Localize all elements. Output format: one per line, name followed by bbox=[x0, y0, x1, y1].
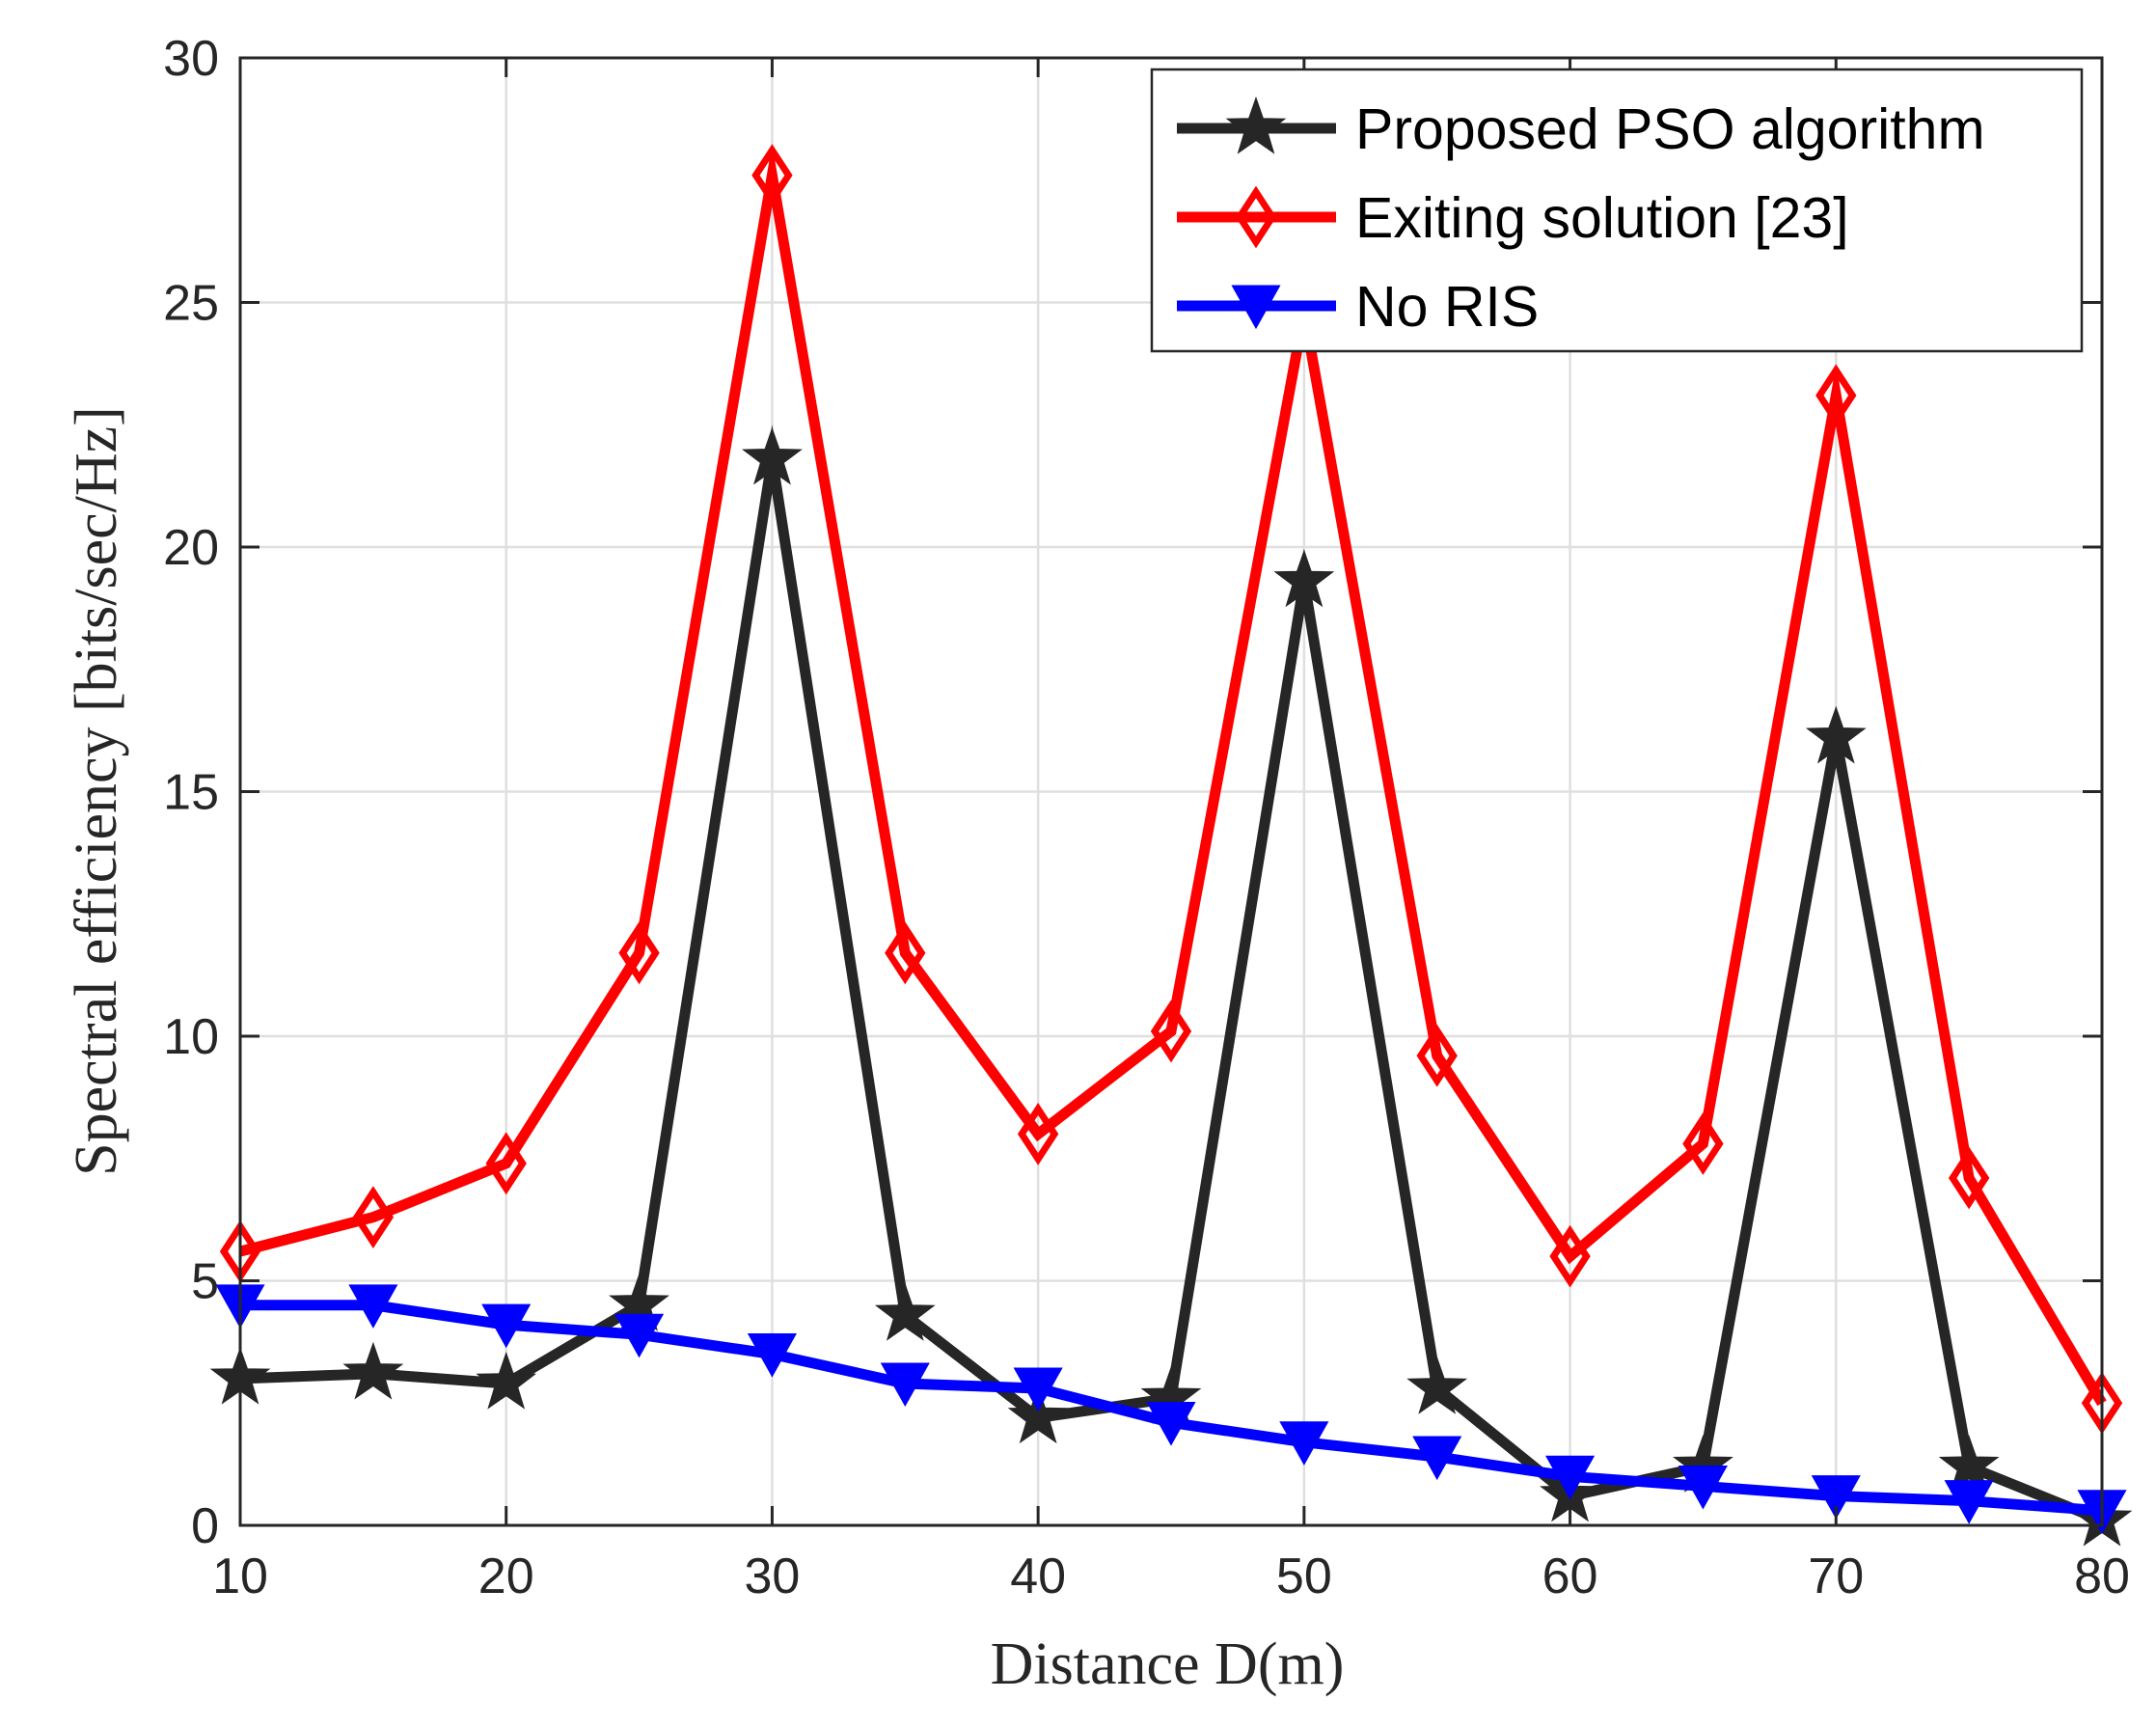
data-point bbox=[1013, 1367, 1063, 1412]
y-tick-label: 30 bbox=[163, 31, 219, 87]
data-point bbox=[614, 1313, 665, 1358]
data-point bbox=[880, 1362, 930, 1408]
legend-label: Exiting solution [23] bbox=[1355, 186, 1849, 250]
data-point bbox=[885, 921, 926, 985]
y-tick-label: 20 bbox=[163, 520, 219, 576]
legend-marker bbox=[1231, 285, 1281, 330]
tick-labels: 10 20 30 40 50 60 70 80 0 5 10 15 20 25 30 bbox=[163, 31, 2130, 1604]
data-point bbox=[481, 1303, 532, 1349]
data-point bbox=[1150, 1000, 1192, 1063]
legend-marker bbox=[1225, 96, 1287, 154]
data-point bbox=[1678, 1465, 1728, 1510]
legend-entry: Exiting solution [23] bbox=[1177, 185, 1849, 250]
data-point bbox=[1815, 364, 1857, 427]
data-point bbox=[352, 1186, 395, 1248]
x-tick-label: 30 bbox=[745, 1549, 801, 1604]
data-point bbox=[342, 1341, 404, 1400]
data-point bbox=[618, 921, 660, 985]
data-point bbox=[747, 1333, 797, 1378]
x-axis-label: Distance D(m) bbox=[991, 1631, 1345, 1697]
x-tick-label: 40 bbox=[1010, 1549, 1066, 1604]
data-point bbox=[1682, 1112, 1724, 1175]
data-point bbox=[1805, 705, 1867, 764]
data-point bbox=[1273, 549, 1335, 608]
data-point bbox=[751, 144, 793, 207]
data-point bbox=[1017, 1103, 1059, 1165]
y-tick-label: 15 bbox=[163, 765, 219, 821]
x-tick-label: 50 bbox=[1276, 1549, 1332, 1604]
data-point bbox=[1545, 1455, 1596, 1500]
data-point bbox=[476, 1351, 537, 1410]
data-point bbox=[1412, 1436, 1462, 1481]
data-point bbox=[1948, 1146, 1990, 1210]
y-tick-label: 0 bbox=[191, 1498, 219, 1554]
y-axis-label: Spectral efficiency [bits/sec/Hz] bbox=[64, 406, 129, 1176]
data-point bbox=[1811, 1475, 1861, 1520]
data-point bbox=[742, 426, 803, 485]
y-tick-label: 5 bbox=[191, 1254, 219, 1310]
data-point bbox=[1944, 1480, 1994, 1524]
legend-label: Proposed PSO algorithm bbox=[1355, 97, 1985, 161]
legend-label: No RIS bbox=[1355, 275, 1539, 339]
data-point bbox=[348, 1284, 398, 1329]
data-point bbox=[485, 1132, 527, 1195]
data-point bbox=[1406, 1356, 1468, 1414]
legend-marker bbox=[1235, 185, 1277, 249]
y-tick-label: 25 bbox=[163, 276, 219, 332]
legend: Proposed PSO algorithm Exiting solution [… bbox=[1150, 68, 2084, 353]
data-point bbox=[1146, 1402, 1196, 1446]
data-point bbox=[1549, 1224, 1591, 1288]
data-point bbox=[1938, 1435, 2000, 1493]
x-tick-label: 80 bbox=[2074, 1549, 2130, 1604]
data-point bbox=[1007, 1385, 1069, 1444]
data-point bbox=[1416, 1024, 1458, 1087]
ticks bbox=[238, 56, 2104, 1527]
series-line bbox=[238, 144, 2107, 1407]
x-tick-label: 10 bbox=[212, 1549, 268, 1604]
x-tick-label: 70 bbox=[1808, 1549, 1864, 1604]
data-point bbox=[1279, 1421, 1329, 1466]
x-tick-label: 60 bbox=[1542, 1549, 1598, 1604]
legend-entry: No RIS bbox=[1177, 275, 1539, 339]
legend-entry: Proposed PSO algorithm bbox=[1177, 96, 1985, 161]
y-tick-label: 10 bbox=[163, 1009, 219, 1065]
series-diamond bbox=[219, 144, 2123, 1435]
data-point bbox=[874, 1282, 936, 1341]
x-tick-label: 20 bbox=[478, 1549, 534, 1604]
